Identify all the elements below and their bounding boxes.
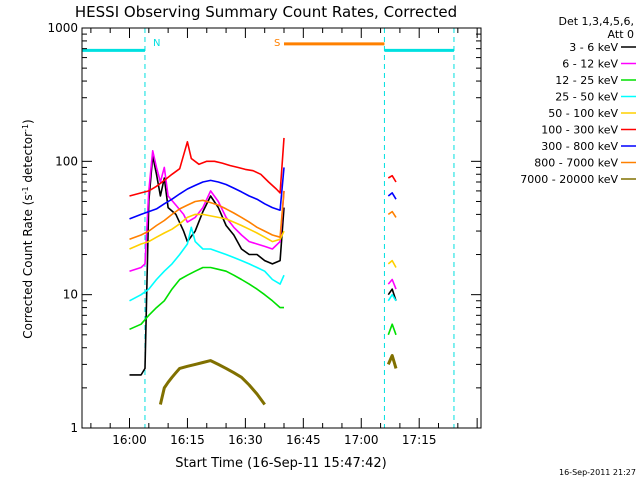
series-line-25-50keV — [387, 293, 397, 302]
legend-label: 6 - 12 keV — [562, 58, 618, 71]
y-axis-label-part: detector — [21, 132, 35, 187]
series-line-300-800keV — [387, 192, 397, 200]
series-line-800-7000keV — [387, 210, 397, 218]
series-line-6-12keV — [129, 150, 285, 272]
x-tick-label: 17:15 — [402, 433, 437, 447]
y-axis-label-sup: -1 — [21, 124, 30, 132]
series-line-50-100keV — [387, 259, 397, 268]
series-line-800-7000keV — [129, 190, 285, 241]
x-tick-label: 16:45 — [286, 433, 321, 447]
y-axis-label-part: Corrected Count Rate (s — [21, 194, 35, 338]
series-line-100-300keV — [129, 137, 285, 197]
x-tick-label: 16:30 — [228, 433, 263, 447]
legend: Det 1,3,4,5,6, Att 0 3 - 6 keV 6 - 12 keV… — [520, 15, 636, 186]
legend-label: 50 - 100 keV — [548, 107, 618, 120]
y-tick-label: 10 — [63, 288, 78, 302]
y-axis: 1 10 100 1000 — [47, 21, 481, 435]
y-tick-label: 100 — [55, 154, 78, 168]
x-tick-label: 16:00 — [112, 433, 147, 447]
chart-title: HESSI Observing Summary Count Rates, Cor… — [75, 3, 457, 21]
legend-label: 3 - 6 keV — [569, 41, 618, 54]
series-line-6-12keV — [387, 278, 397, 290]
legend-label: 800 - 7000 keV — [534, 157, 618, 170]
legend-header: Att 0 — [608, 28, 634, 41]
legend-header: Det 1,3,4,5,6, — [558, 15, 634, 28]
y-tick-label: 1 — [70, 421, 78, 435]
series-line-7000-20000keV — [158, 359, 266, 406]
series-line-3-6keV — [387, 288, 397, 302]
legend-label: 300 - 800 keV — [541, 140, 618, 153]
x-axis: 16:00 16:15 16:30 16:45 17:00 17:15 — [90, 28, 478, 447]
x-tick-label: 16:15 — [170, 433, 205, 447]
y-axis-label-part: ) — [21, 119, 35, 124]
series-line-7000-20000keV — [386, 354, 398, 369]
series-line-50-100keV — [129, 213, 285, 250]
x-axis-label: Start Time (16-Sep-11 15:47:42) — [175, 456, 386, 471]
legend-label: 7000 - 20000 keV — [520, 173, 618, 186]
plot-frame — [81, 27, 482, 429]
footer-timestamp: 16-Sep-2011 21:27 — [559, 468, 636, 477]
plot-border — [81, 27, 482, 429]
flag-marker-label: S — [274, 38, 280, 49]
series-line-12-25keV — [387, 323, 397, 336]
y-axis-label: Corrected Count Rate (s-1 detector-1) — [21, 119, 35, 338]
series-line-300-800keV — [129, 167, 285, 220]
series-line-12-25keV — [129, 266, 284, 331]
legend-label: 25 - 50 keV — [555, 91, 618, 104]
series-line-100-300keV — [387, 174, 397, 183]
series-lines — [129, 137, 398, 406]
y-tick-label: 1000 — [47, 21, 78, 35]
legend-label: 100 - 300 keV — [541, 124, 618, 137]
y-axis-label-sup: -1 — [21, 186, 30, 194]
x-tick-label: 17:00 — [344, 433, 379, 447]
legend-label: 12 - 25 keV — [555, 74, 618, 87]
flag-marker-label: N — [153, 38, 160, 49]
series-line-25-50keV — [129, 226, 285, 302]
